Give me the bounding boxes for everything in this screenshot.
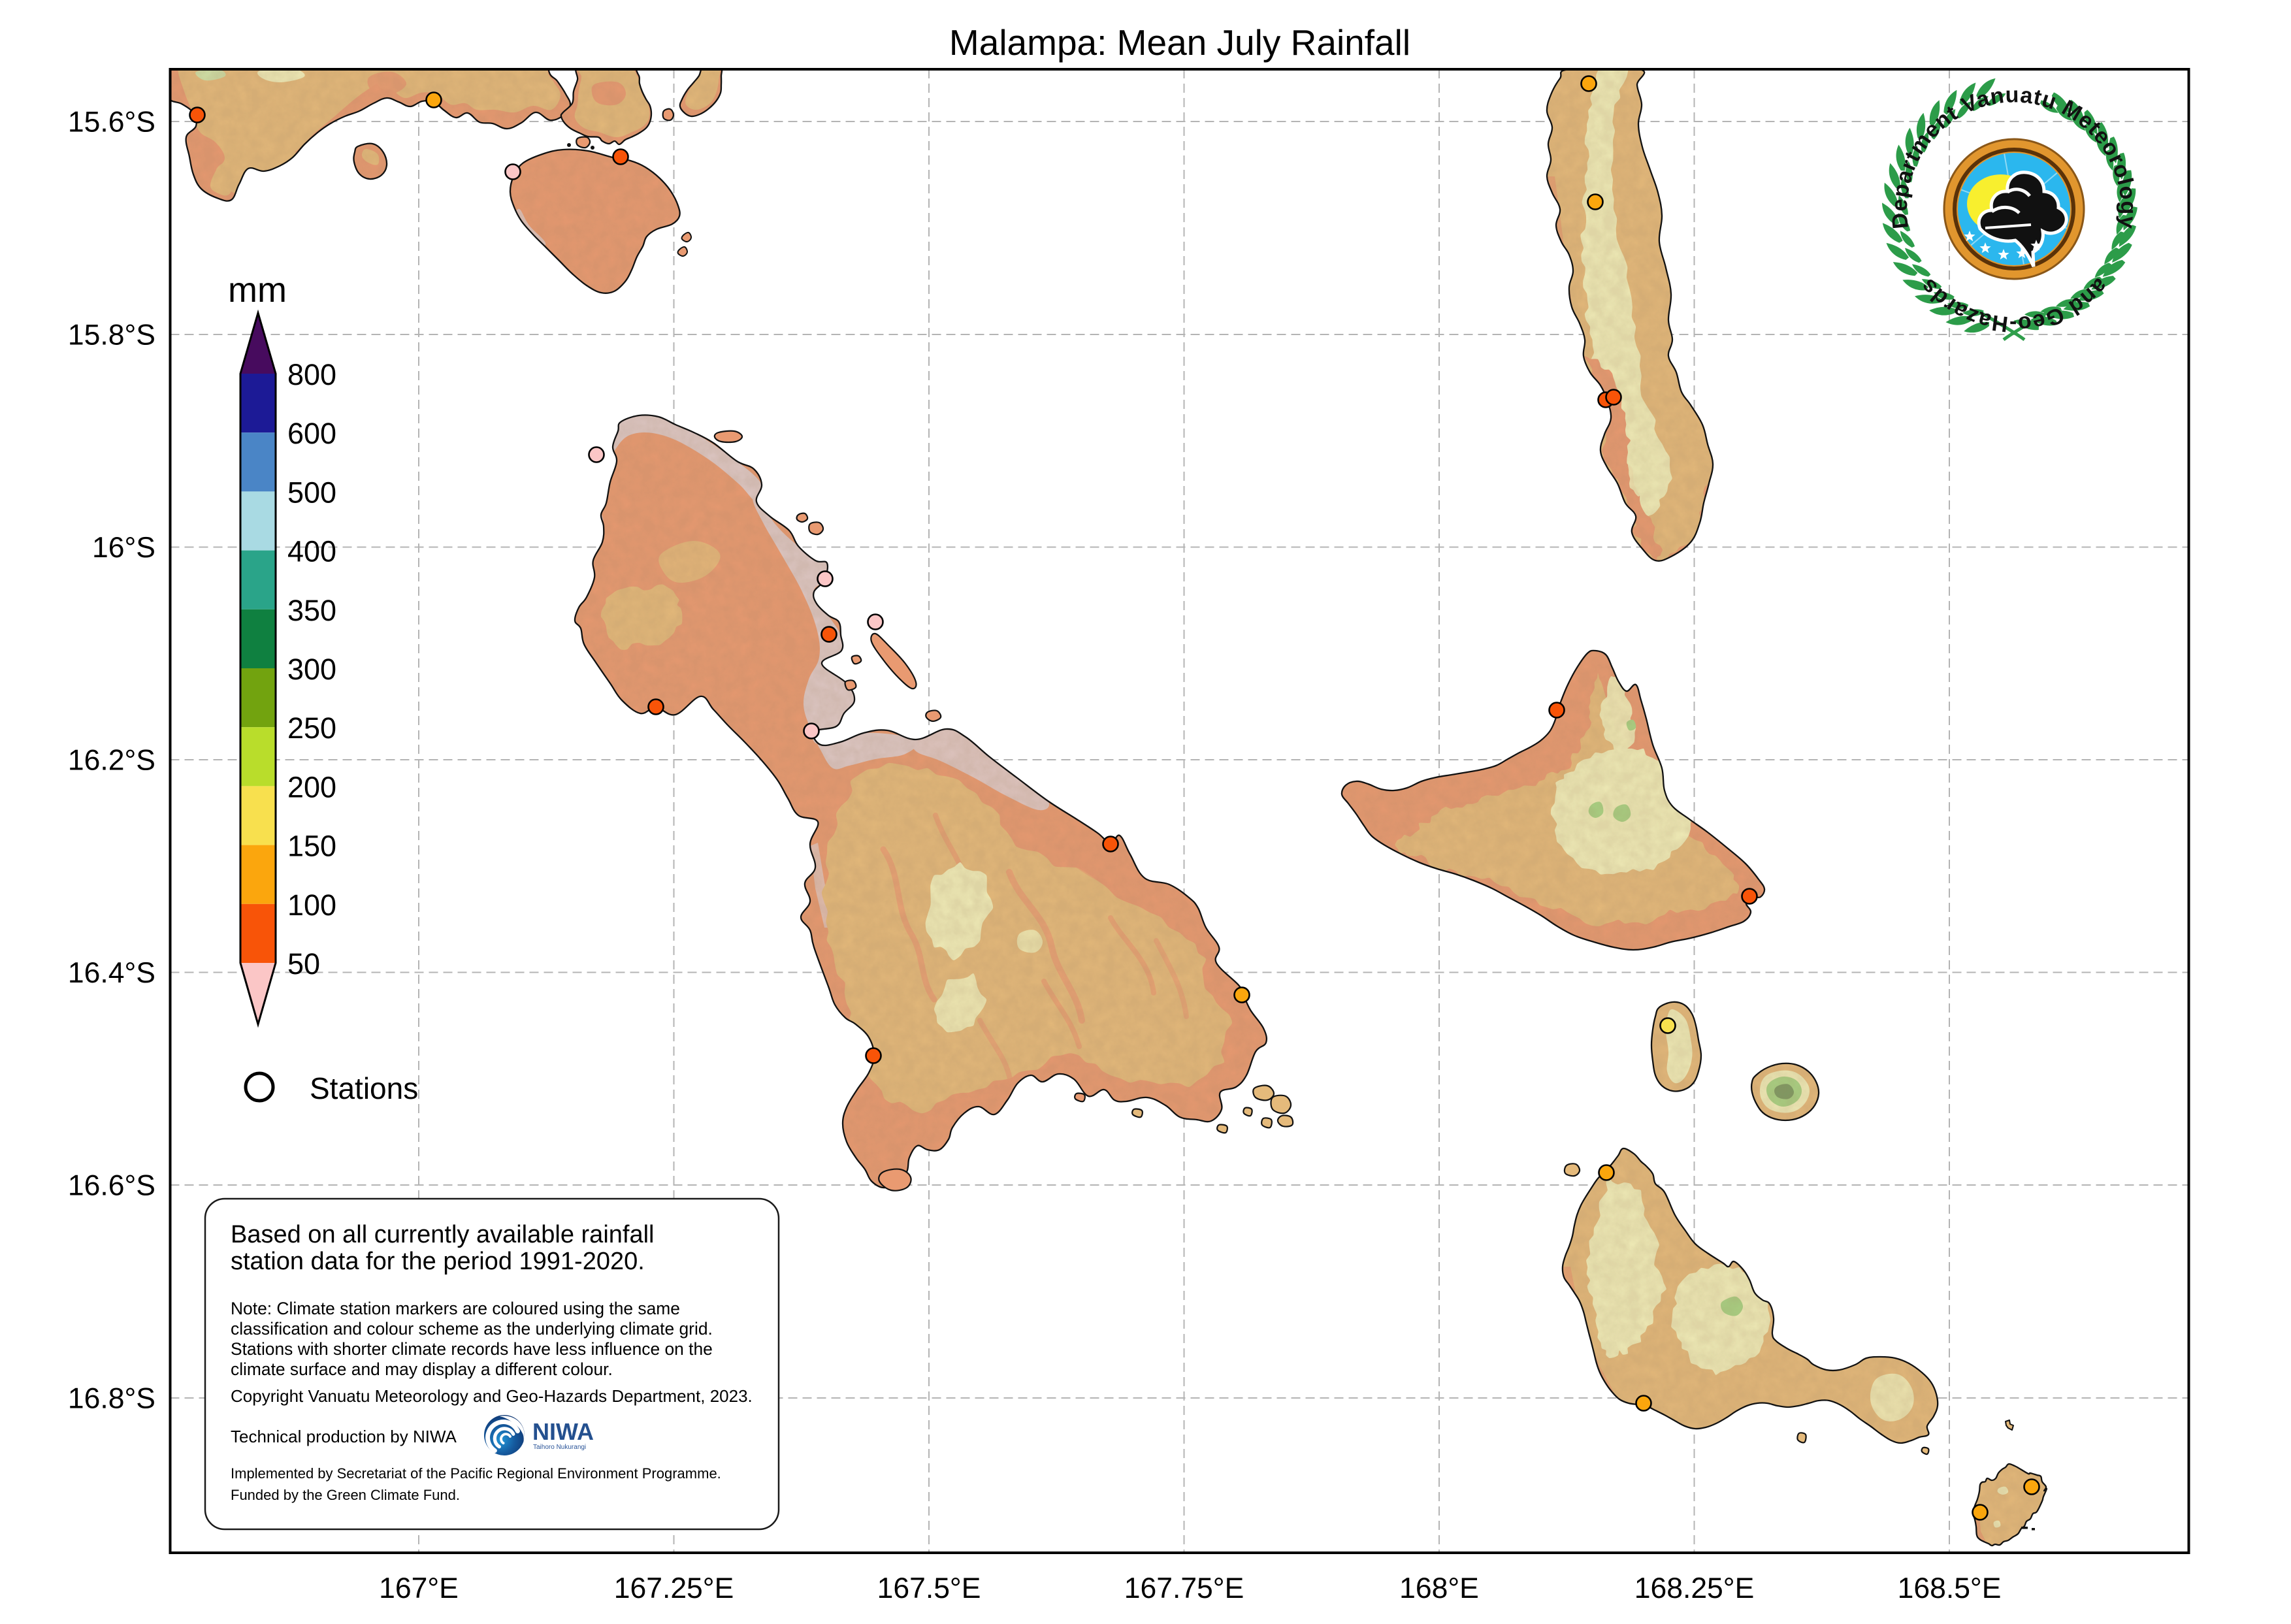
- svg-text:climate surface and may displa: climate surface and may display a differ…: [231, 1359, 613, 1379]
- svg-text:168.25°E: 168.25°E: [1634, 1572, 1755, 1604]
- svg-text:16.2°S: 16.2°S: [68, 745, 155, 777]
- svg-text:NIWA: NIWA: [532, 1418, 594, 1445]
- svg-text:167.5°E: 167.5°E: [877, 1572, 981, 1604]
- svg-text:250: 250: [287, 711, 336, 745]
- svg-text:200: 200: [287, 770, 336, 804]
- svg-text:300: 300: [287, 653, 336, 686]
- svg-text:Taihoro Nukurangi: Taihoro Nukurangi: [533, 1444, 586, 1451]
- svg-text:800: 800: [287, 358, 336, 391]
- svg-text:station data for the period 19: station data for the period 1991-2020.: [231, 1248, 645, 1275]
- svg-text:Technical production by NIWA: Technical production by NIWA: [231, 1427, 457, 1446]
- svg-text:16°S: 16°S: [92, 532, 155, 564]
- svg-text:168.5°E: 168.5°E: [1898, 1572, 2002, 1604]
- svg-text:16.8°S: 16.8°S: [68, 1383, 155, 1415]
- svg-text:16.4°S: 16.4°S: [68, 957, 155, 989]
- svg-text:600: 600: [287, 417, 336, 450]
- svg-text:500: 500: [287, 476, 336, 509]
- svg-text:Implemented by Secretariat of: Implemented by Secretariat of the Pacifi…: [231, 1465, 721, 1482]
- svg-text:50: 50: [287, 947, 320, 981]
- svg-text:Funded by the Green Climate Fu: Funded by the Green Climate Fund.: [231, 1487, 460, 1503]
- svg-text:Stations: Stations: [310, 1071, 418, 1105]
- svg-text:Copyright Vanuatu Meteorology: Copyright Vanuatu Meteorology and Geo-Ha…: [231, 1386, 753, 1406]
- svg-text:167°E: 167°E: [379, 1572, 459, 1604]
- svg-text:Note: Climate station markers: Note: Climate station markers are colour…: [231, 1299, 680, 1318]
- svg-text:400: 400: [287, 535, 336, 568]
- svg-text:167.25°E: 167.25°E: [614, 1572, 734, 1604]
- svg-text:Malampa: Mean July Rainfall: Malampa: Mean July Rainfall: [949, 22, 1410, 63]
- svg-text:16.6°S: 16.6°S: [68, 1170, 155, 1202]
- svg-text:mm: mm: [228, 270, 287, 310]
- svg-text:Based on all currently availab: Based on all currently available rainfal…: [231, 1221, 654, 1248]
- svg-text:167.75°E: 167.75°E: [1124, 1572, 1244, 1604]
- svg-text:Stations with shorter climate: Stations with shorter climate records ha…: [231, 1339, 713, 1359]
- svg-text:350: 350: [287, 594, 336, 627]
- svg-text:15.8°S: 15.8°S: [68, 319, 155, 351]
- svg-text:168°E: 168°E: [1399, 1572, 1479, 1604]
- svg-text:150: 150: [287, 830, 336, 863]
- svg-text:15.6°S: 15.6°S: [68, 106, 155, 138]
- svg-text:100: 100: [287, 888, 336, 922]
- svg-text:classification and colour sche: classification and colour scheme as the …: [231, 1319, 713, 1339]
